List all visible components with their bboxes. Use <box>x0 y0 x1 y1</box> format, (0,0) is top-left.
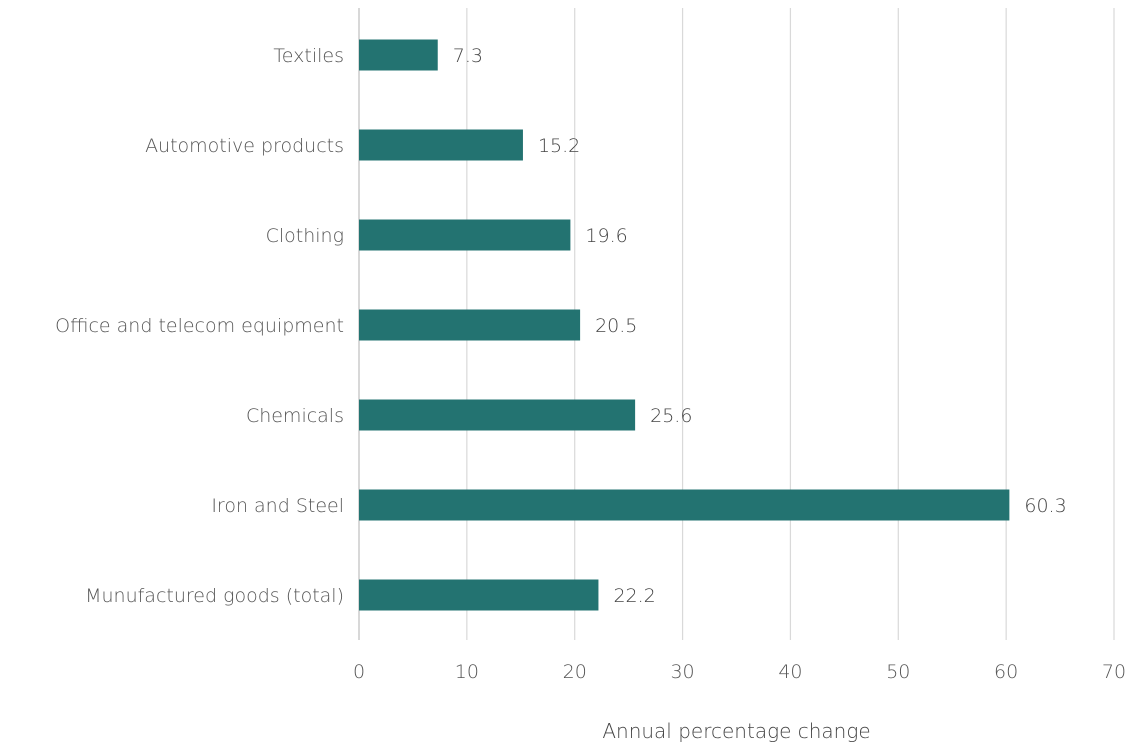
data-label: 20.5 <box>595 315 637 337</box>
data-label: 60.3 <box>1024 495 1066 517</box>
x-tick-label: 10 <box>455 661 479 683</box>
bars <box>359 39 1010 611</box>
bar <box>359 489 1010 521</box>
data-label: 7.3 <box>453 45 483 67</box>
category-label: Munufactured goods (total) <box>85 585 344 607</box>
category-label: Textiles <box>273 45 344 67</box>
bar <box>359 579 599 611</box>
bar <box>359 39 438 71</box>
data-label: 25.6 <box>650 405 692 427</box>
bar <box>359 309 581 341</box>
bar <box>359 129 523 161</box>
data-label: 15.2 <box>538 135 580 157</box>
data-label: 19.6 <box>585 225 627 247</box>
x-tick-label: 50 <box>886 661 910 683</box>
category-label: Iron and Steel <box>211 495 344 517</box>
category-label: Chemicals <box>246 405 344 427</box>
bar <box>359 399 636 431</box>
x-axis-title: Annual percentage change <box>602 719 870 743</box>
category-label: Clothing <box>266 225 344 247</box>
x-tick-label: 40 <box>778 661 802 683</box>
x-tick-label: 60 <box>994 661 1018 683</box>
x-tick-label: 70 <box>1102 661 1126 683</box>
bar <box>359 219 571 251</box>
x-tick-label: 20 <box>563 661 587 683</box>
x-tick-label: 0 <box>353 661 365 683</box>
category-label: Automotive products <box>145 135 344 157</box>
category-label: Office and telecom equipment <box>55 315 344 337</box>
x-axis-ticks: 0 10 20 30 40 50 60 70 <box>353 661 1126 683</box>
category-labels: Textiles Automotive products Clothing Offic… <box>55 45 344 607</box>
x-tick-label: 30 <box>670 661 694 683</box>
data-labels: 7.3 15.2 19.6 20.5 25.6 60.3 22.2 <box>453 45 1067 607</box>
data-label: 22.2 <box>613 585 655 607</box>
